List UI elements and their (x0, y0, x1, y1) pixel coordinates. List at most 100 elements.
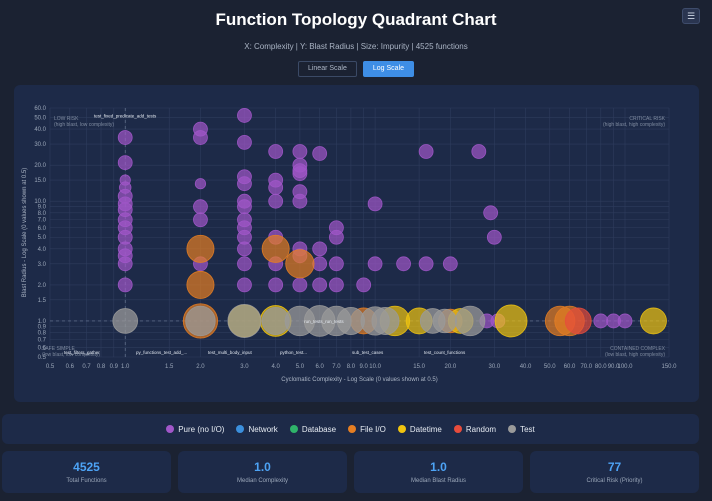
y-tick-label: 6.0 (38, 226, 47, 232)
data-point-fileio (186, 234, 215, 263)
x-tick-label: 70.0 (580, 364, 592, 370)
legend-swatch (348, 425, 357, 433)
page-title: Function Topology Quadrant Chart (215, 10, 497, 29)
x-tick-label: 5.0 (296, 364, 305, 370)
y-axis-label: Blast Radius - Log Scale (0 values shown… (22, 168, 28, 297)
legend-swatch (397, 425, 406, 433)
data-point-pure (117, 277, 133, 293)
data-point-pure (117, 130, 133, 145)
quadrant-description: (low blast, low complexity) (42, 352, 100, 358)
quadrant-title: LOW RISK (54, 116, 79, 122)
y-tick-label: 7.0 (38, 218, 47, 224)
x-tick-label: 10.0 (369, 364, 381, 370)
zero-point-label: py_functions_test_add_... (136, 350, 187, 355)
x-tick-label: 60.0 (564, 364, 576, 370)
data-point-pure (312, 241, 328, 257)
data-point-pure (356, 277, 372, 293)
x-tick-label: 90.0 (608, 364, 620, 370)
data-point-pure (471, 144, 487, 159)
y-tick-label: 1.5 (38, 298, 47, 304)
legend-label: Network (248, 424, 278, 434)
quadrant-description: (high blast, high complexity) (603, 122, 665, 128)
chart-panel: 0.5 0.6 0.7 0.8 0.9 1.0 1.5 2.0 3.0 4.0 5.0 6.0 7.0 8… (14, 85, 699, 402)
x-tick-label: 40.0 (520, 364, 532, 370)
quadrant-chart: 0.5 0.6 0.7 0.8 0.9 1.0 1.5 2.0 3.0 4.0 5.0 6.0 7.0 8… (22, 106, 677, 383)
data-point-datetime (640, 307, 667, 335)
data-point-pure (268, 180, 284, 195)
legend-label: Test (520, 424, 535, 434)
x-tick-label: 0.9 (110, 364, 119, 370)
data-point-test (454, 305, 486, 337)
data-point-pure (117, 256, 133, 272)
data-point-pure (329, 256, 344, 272)
data-point-pure (237, 176, 252, 192)
zero-point-label: test_multi_body_input (208, 350, 253, 355)
x-tick-label: 100.0 (617, 364, 633, 370)
y-tick-label: 8.0 (38, 211, 47, 217)
stat-label: Median Blast Radius (410, 478, 467, 484)
stat-value: 1.0 (254, 460, 271, 474)
data-point-pure (442, 256, 458, 272)
legend-item-database[interactable]: Database (289, 425, 336, 434)
y-tick-label: 60.0 (34, 106, 46, 112)
y-tick-label: 40.0 (34, 127, 46, 133)
data-point-pure (483, 205, 499, 221)
legend-item-network[interactable]: Network (236, 424, 278, 434)
y-tick-label: 0.7 (38, 337, 47, 343)
x-tick-label: 0.7 (82, 364, 91, 370)
x-axis-label: Cyclomatic Complexity - Log Scale (0 val… (281, 377, 437, 383)
data-point-pure (237, 256, 252, 272)
data-point-pure (193, 212, 208, 228)
stat-label: Critical Risk (Priority) (586, 478, 643, 484)
y-tick-label: 30.0 (34, 142, 46, 148)
linear-scale-button[interactable]: Linear Scale (297, 61, 357, 77)
x-tick-label: 0.5 (46, 364, 55, 370)
point-annotation: test_fixed_predicate_add_tests (94, 113, 157, 118)
y-tick-label: 0.9 (38, 324, 47, 330)
y-tick-label: 10.0 (34, 199, 46, 205)
legend-label: Pure (no I/O) (178, 424, 225, 434)
x-tick-label: 8.0 (347, 364, 356, 370)
quadrant-description: (low blast, high complexity) (605, 352, 665, 358)
legend-label: File I/O (360, 424, 386, 434)
log-scale-button[interactable]: Log Scale (362, 61, 415, 77)
y-tick-label: 0.5 (38, 355, 47, 361)
stat-value: 4525 (73, 460, 100, 474)
legend-item-fileio[interactable]: File I/O (348, 425, 386, 434)
data-point-datetime (494, 304, 528, 338)
x-tick-label: 20.0 (444, 364, 456, 370)
legend-item-test[interactable]: Test (508, 425, 535, 434)
data-point-pure (237, 108, 252, 123)
y-tick-label: 20.0 (34, 163, 46, 169)
legend-item-random[interactable]: Random (453, 425, 496, 434)
data-point-fileio (285, 249, 315, 279)
data-point-pure (329, 229, 344, 245)
data-point-pure (117, 155, 133, 171)
data-point-pure (292, 144, 308, 159)
x-tick-label: 80.0 (595, 364, 607, 370)
data-point-pure (237, 199, 252, 215)
data-point-pure (486, 229, 502, 245)
x-tick-label: 50.0 (544, 364, 556, 370)
data-point-test (227, 303, 262, 338)
data-point-pure (312, 256, 328, 272)
data-point-test (432, 308, 457, 334)
data-point-pure (237, 277, 252, 293)
quadrant-title: CONTAINED COMPLEX (610, 346, 666, 352)
y-tick-label: 5.0 (38, 235, 47, 241)
data-point-pure (268, 144, 284, 159)
data-point-fileio (186, 270, 215, 299)
stat-value: 77 (607, 460, 622, 474)
x-tick-label: 15.0 (413, 364, 425, 370)
legend-item-datetime[interactable]: Datetime (397, 425, 442, 434)
x-tick-label: 30.0 (488, 364, 500, 370)
data-point-pure (193, 130, 208, 145)
data-point-pure (593, 313, 609, 329)
data-point-test (371, 306, 400, 335)
menu-button[interactable]: ☰ (682, 8, 700, 24)
y-tick-label: 0.8 (38, 331, 47, 337)
legend-item-pure[interactable]: Pure (no I/O) (166, 425, 224, 434)
stat-median-blast-radius: 1.0 Median Blast Radius (354, 451, 523, 493)
y-tick-label: 1.0 (38, 319, 47, 325)
data-point-pure (268, 277, 284, 293)
